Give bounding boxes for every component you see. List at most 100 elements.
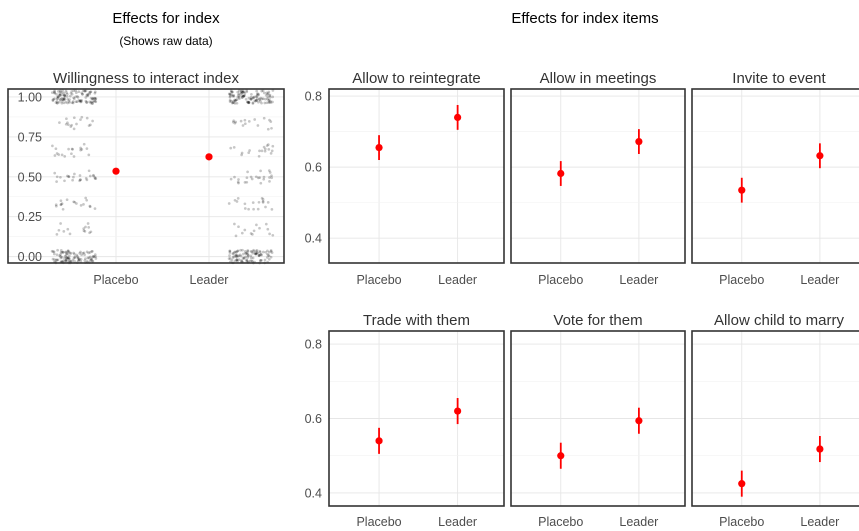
raw-point bbox=[93, 177, 97, 180]
raw-point bbox=[260, 97, 264, 101]
raw-point bbox=[246, 256, 250, 259]
raw-point bbox=[256, 124, 260, 127]
raw-point bbox=[79, 178, 82, 182]
raw-point bbox=[84, 89, 88, 93]
raw-point bbox=[53, 91, 57, 95]
raw-point bbox=[266, 227, 270, 231]
raw-point bbox=[58, 254, 61, 257]
raw-point bbox=[268, 171, 272, 174]
raw-point bbox=[257, 253, 261, 257]
raw-point bbox=[84, 196, 88, 200]
raw-point bbox=[93, 207, 97, 210]
raw-point bbox=[62, 97, 65, 101]
raw-point bbox=[67, 256, 70, 260]
panel-trade: 0.4 0.6 0.8 Trade with them Placebo Leader bbox=[305, 312, 505, 529]
raw-point bbox=[256, 251, 259, 255]
raw-point bbox=[232, 94, 236, 98]
raw-point bbox=[75, 253, 79, 257]
raw-point bbox=[55, 233, 59, 236]
raw-point bbox=[78, 178, 82, 182]
raw-point bbox=[268, 232, 271, 236]
raw-point bbox=[255, 249, 259, 252]
raw-point bbox=[235, 258, 239, 262]
raw-point bbox=[264, 205, 267, 209]
raw-point bbox=[60, 255, 64, 259]
raw-point bbox=[252, 229, 256, 233]
raw-point bbox=[237, 96, 241, 99]
raw-point bbox=[241, 257, 245, 260]
raw-point bbox=[67, 175, 71, 178]
raw-point bbox=[251, 201, 255, 204]
raw-point bbox=[54, 147, 58, 151]
raw-point bbox=[227, 257, 231, 260]
raw-point bbox=[85, 250, 89, 254]
raw-point bbox=[245, 259, 249, 262]
raw-point bbox=[257, 154, 261, 158]
raw-point bbox=[64, 251, 68, 254]
raw-point bbox=[84, 96, 88, 99]
raw-point bbox=[74, 89, 78, 93]
raw-point bbox=[270, 149, 274, 153]
raw-point bbox=[88, 255, 92, 259]
raw-point bbox=[240, 95, 244, 99]
raw-point bbox=[80, 115, 84, 119]
raw-point bbox=[78, 257, 81, 261]
raw-point bbox=[76, 259, 80, 263]
raw-point bbox=[249, 254, 253, 258]
raw-point bbox=[234, 99, 237, 103]
raw-point bbox=[79, 146, 82, 150]
raw-point bbox=[80, 253, 83, 257]
raw-point bbox=[246, 250, 250, 253]
raw-point bbox=[237, 92, 241, 96]
raw-point bbox=[228, 100, 232, 103]
raw-point bbox=[84, 99, 88, 103]
raw-point bbox=[76, 255, 79, 258]
raw-point bbox=[67, 254, 71, 258]
estimate-placebo bbox=[375, 143, 383, 152]
raw-point bbox=[266, 252, 269, 256]
raw-point bbox=[249, 175, 253, 179]
raw-point bbox=[93, 97, 97, 100]
raw-point bbox=[60, 91, 64, 94]
raw-point bbox=[247, 101, 251, 105]
raw-point bbox=[233, 198, 237, 202]
raw-point bbox=[249, 97, 253, 101]
raw-point bbox=[233, 259, 237, 263]
raw-point bbox=[232, 255, 236, 258]
x-tick-label: Placebo bbox=[719, 273, 764, 287]
raw-point bbox=[61, 98, 65, 101]
raw-point bbox=[245, 89, 249, 92]
raw-point bbox=[228, 251, 232, 254]
raw-point bbox=[79, 118, 82, 121]
raw-point bbox=[262, 91, 266, 95]
raw-point bbox=[71, 100, 75, 103]
raw-point bbox=[251, 260, 254, 263]
raw-point bbox=[82, 142, 86, 146]
raw-point bbox=[66, 97, 70, 101]
raw-point bbox=[89, 90, 92, 94]
raw-point bbox=[267, 254, 271, 258]
raw-point bbox=[85, 178, 89, 182]
panel-index: 0.00 0.25 0.50 0.75 1.00 Willingness to inter… bbox=[7, 70, 285, 287]
raw-point bbox=[263, 147, 267, 151]
raw-point bbox=[241, 89, 245, 93]
raw-point bbox=[91, 119, 94, 123]
raw-point bbox=[253, 251, 257, 254]
raw-point bbox=[86, 94, 90, 98]
raw-point bbox=[246, 100, 249, 104]
raw-point bbox=[79, 148, 82, 152]
raw-point bbox=[235, 200, 239, 203]
raw-point bbox=[87, 153, 91, 157]
y-tick-label: 0.6 bbox=[305, 161, 322, 175]
raw-point bbox=[249, 232, 253, 235]
y-tick-label: 0.00 bbox=[18, 250, 42, 264]
raw-point bbox=[240, 151, 244, 155]
raw-point bbox=[52, 250, 56, 254]
raw-point bbox=[270, 174, 273, 178]
raw-point bbox=[232, 146, 236, 149]
raw-point bbox=[88, 174, 92, 178]
raw-point bbox=[240, 92, 243, 95]
raw-point bbox=[67, 257, 71, 261]
raw-point bbox=[55, 180, 58, 183]
raw-point bbox=[234, 120, 238, 124]
